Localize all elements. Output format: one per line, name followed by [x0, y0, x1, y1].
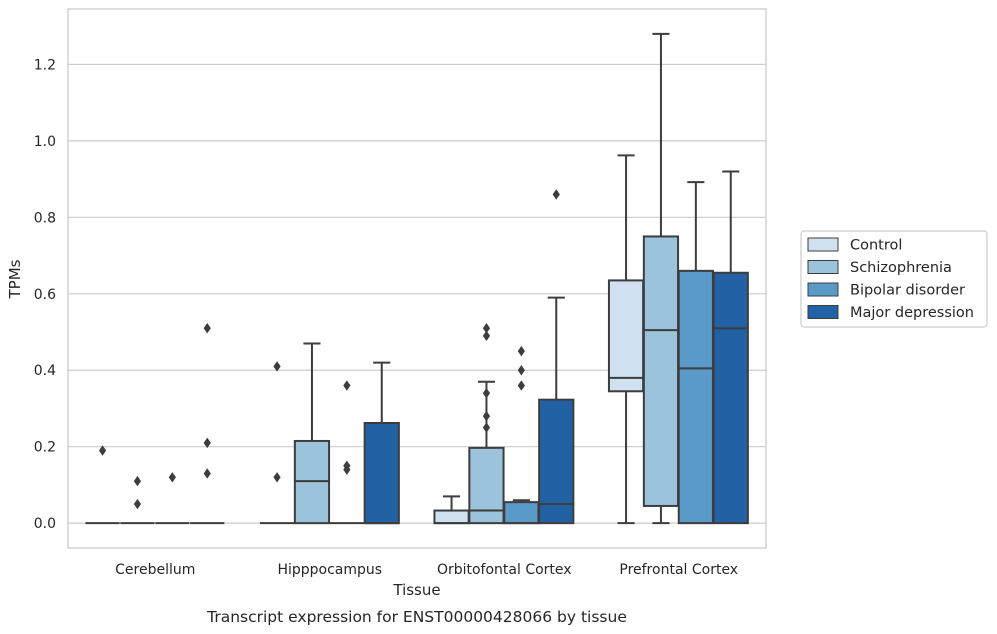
box — [363, 421, 400, 525]
box — [642, 235, 680, 507]
x-tick-label: Orbitofontal Cortex — [437, 562, 572, 578]
box-group — [190, 322, 225, 525]
y-tick-labels: 0.0 0.2 0.4 0.6 0.8 1.0 1.2 — [34, 57, 56, 532]
box-group — [120, 475, 155, 525]
y-tick-label: 1.2 — [34, 57, 56, 73]
y-tick-label: 0.4 — [34, 363, 56, 379]
box-group — [363, 361, 400, 525]
box-group — [259, 361, 295, 525]
legend: Control Schizophrenia Bipolar disorder Majo… — [800, 230, 988, 328]
box-group — [293, 342, 331, 525]
box — [538, 398, 575, 525]
legend-swatch — [807, 237, 839, 252]
grid-lines — [68, 63, 766, 524]
outlier-point — [273, 361, 281, 372]
outlier-point — [203, 468, 211, 479]
y-tick-label: 1.0 — [34, 134, 56, 150]
outlier-point — [482, 330, 491, 342]
box-group — [712, 170, 749, 525]
x-axis-label: Tissue — [392, 581, 440, 599]
y-axis-label: TPMs — [6, 259, 24, 299]
x-tick-labels: Cerebellum Hipppocampus Orbitofontal Corte… — [115, 562, 738, 578]
outlier-point — [517, 365, 525, 376]
box-group — [503, 345, 540, 525]
outlier-point — [343, 380, 351, 391]
y-tick-label: 0.0 — [34, 516, 56, 532]
outlier-point — [482, 410, 491, 422]
chart-caption: Transcript expression for ENST0000042806… — [206, 608, 627, 626]
outlier-point — [273, 472, 281, 483]
outlier-point — [482, 322, 491, 334]
box-group — [677, 181, 714, 525]
box — [503, 501, 540, 525]
outlier-point — [482, 422, 491, 433]
x-tick-label: Hipppocampus — [277, 562, 382, 578]
box-group — [642, 32, 680, 525]
outlier-point — [203, 322, 211, 334]
x-tick-label: Prefrontal Cortex — [619, 562, 738, 578]
box — [677, 269, 714, 525]
legend-swatch — [807, 282, 839, 297]
box-group — [433, 495, 470, 525]
box-group — [329, 380, 364, 525]
outlier-point — [133, 498, 142, 510]
outlier-point — [203, 437, 211, 449]
box-group — [155, 472, 190, 525]
legend-label: Schizophrenia — [850, 260, 952, 276]
outlier-point — [482, 387, 491, 399]
x-tick-label: Cerebellum — [115, 562, 195, 578]
plot-frame — [67, 8, 767, 549]
box-plot-marks — [85, 32, 749, 525]
box — [468, 446, 505, 525]
box — [433, 509, 470, 525]
outlier-point — [168, 472, 176, 483]
y-tick-label: 0.6 — [34, 287, 56, 303]
outlier-point — [517, 380, 525, 391]
legend-label: Control — [850, 238, 902, 254]
legend-swatch — [807, 260, 839, 274]
box-group — [538, 189, 575, 525]
outlier-point — [133, 475, 142, 487]
box-group — [607, 154, 645, 525]
box — [712, 271, 749, 525]
outlier-point — [517, 345, 525, 357]
box-group — [85, 445, 120, 525]
outlier-point — [98, 445, 107, 456]
legend-label: Bipolar disorder — [850, 283, 965, 299]
y-tick-label: 0.2 — [34, 440, 56, 456]
legend-label: Major depression — [850, 305, 974, 321]
box-group — [468, 322, 505, 525]
legend-frame — [800, 230, 988, 328]
y-tick-label: 0.8 — [34, 210, 56, 226]
outlier-point — [343, 464, 351, 475]
box — [607, 279, 645, 393]
outlier-point — [552, 189, 560, 200]
legend-swatch — [807, 305, 839, 319]
